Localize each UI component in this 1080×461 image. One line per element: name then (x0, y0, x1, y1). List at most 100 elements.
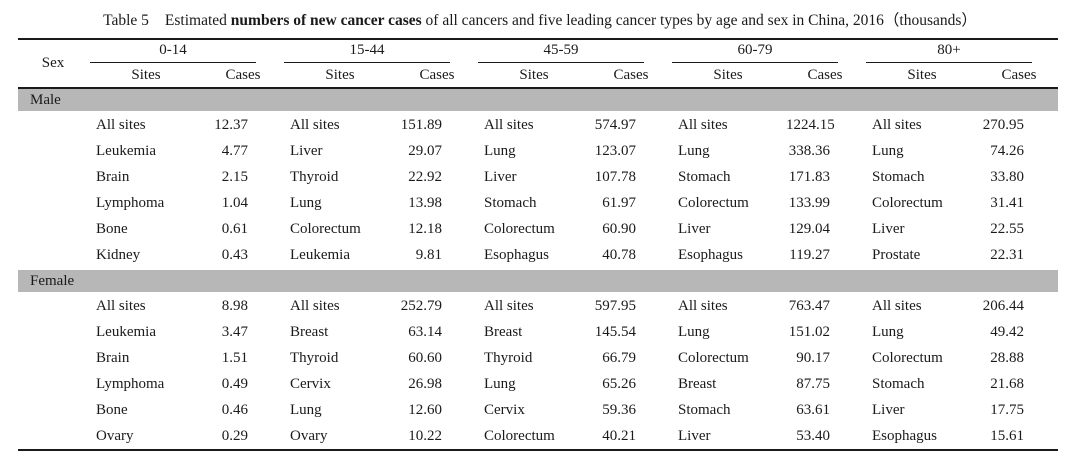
cases-cell: 206.44 (982, 297, 1024, 314)
table-row: Brain 1.51 Thyroid 60.60 Thyroid 66.79 Colorec… (18, 345, 1058, 371)
site-cell: Breast (484, 323, 523, 340)
site-cell: All sites (290, 297, 340, 314)
table-header: Sex 0-14 15-44 45-59 60-79 80+ Sites (18, 39, 1058, 89)
site-cell: All sites (484, 116, 534, 133)
site-cell: Stomach (872, 168, 925, 185)
age-group-label: 60-79 (672, 41, 838, 63)
cases-cell: 22.55 (990, 220, 1024, 237)
age-group-label: 15-44 (284, 41, 450, 63)
cases-cell: 28.88 (990, 349, 1024, 366)
cases-cell: 597.95 (594, 297, 636, 314)
site-cell: Ovary (290, 427, 328, 444)
site-cell: Liver (678, 220, 711, 237)
site-cell: Colorectum (872, 194, 943, 211)
table-row: Bone 0.61 Colorectum 12.18 Colorectum 60.90 Li… (18, 216, 1058, 242)
table-body: Male All sites 12.37 All sites 151.89 All sit… (18, 87, 1058, 450)
cases-header: Cases (398, 64, 476, 89)
title-text-bold: numbers of new cancer cases (230, 12, 422, 29)
site-cell: Lung (678, 323, 710, 340)
table-row: Ovary 0.29 Ovary 10.22 Colorectum 40.21 Liver 5… (18, 423, 1058, 450)
table-number-label: Table 5 (103, 12, 149, 29)
site-cell: Stomach (872, 375, 925, 392)
site-cell: Leukemia (96, 142, 156, 159)
cases-cell: 49.42 (990, 323, 1024, 340)
cases-cell: 29.07 (408, 142, 442, 159)
cases-cell: 107.78 (594, 168, 636, 185)
cases-cell: 133.99 (788, 194, 830, 211)
cases-header: Cases (980, 64, 1058, 89)
site-cell: Lung (872, 142, 904, 159)
site-cell: Colorectum (872, 349, 943, 366)
site-cell: Breast (290, 323, 329, 340)
cases-cell: 151.02 (788, 323, 830, 340)
site-cell: Leukemia (96, 323, 156, 340)
cases-cell: 763.47 (788, 297, 830, 314)
cases-cell: 66.79 (602, 349, 636, 366)
cases-cell: 10.22 (408, 427, 442, 444)
cases-cell: 63.14 (408, 323, 442, 340)
cases-cell: 145.54 (594, 323, 636, 340)
sex-spacer-cell (18, 371, 88, 397)
site-cell: Leukemia (290, 246, 350, 263)
section-label-male: Male (18, 87, 1058, 112)
cases-cell: 1.51 (221, 349, 248, 366)
table-row: Leukemia 4.77 Liver 29.07 Lung 123.07 Lung 338.… (18, 138, 1058, 164)
age-group-header-80plus: 80+ (864, 39, 1058, 64)
cases-cell: 3.47 (221, 323, 248, 340)
table-row: Lymphoma 1.04 Lung 13.98 Stomach 61.97 Colorec… (18, 190, 1058, 216)
site-cell: Colorectum (678, 349, 749, 366)
cases-cell: 17.75 (990, 401, 1024, 418)
cases-cell: 2.15 (221, 168, 248, 185)
site-cell: Stomach (678, 401, 731, 418)
site-cell: Esophagus (484, 246, 549, 263)
cases-cell: 12.18 (408, 220, 442, 237)
sites-header: Sites (282, 64, 398, 89)
site-cell: Colorectum (484, 427, 555, 444)
site-cell: Bone (96, 220, 128, 237)
cases-cell: 33.80 (990, 168, 1024, 185)
cases-cell: 0.46 (221, 401, 248, 418)
site-cell: All sites (678, 116, 728, 133)
section-label-female: Female (18, 268, 1058, 293)
subheader-row: Sites Cases Sites Cases Sites Cases Site… (18, 64, 1058, 89)
site-cell: Liver (678, 427, 711, 444)
cases-cell: 60.90 (602, 220, 636, 237)
sites-header: Sites (88, 64, 204, 89)
cases-cell: 0.61 (221, 220, 248, 237)
cases-cell: 252.79 (400, 297, 442, 314)
sex-spacer-cell (18, 112, 88, 139)
cases-cell: 0.49 (221, 375, 248, 392)
cases-cell: 13.98 (408, 194, 442, 211)
cases-cell: 87.75 (796, 375, 830, 392)
site-cell: All sites (96, 297, 146, 314)
site-cell: All sites (96, 116, 146, 133)
site-cell: Breast (678, 375, 717, 392)
table-row: Brain 2.15 Thyroid 22.92 Liver 107.78 Stomach 1… (18, 164, 1058, 190)
site-cell: Brain (96, 349, 130, 366)
sites-header: Sites (864, 64, 980, 89)
site-cell: Thyroid (290, 349, 339, 366)
site-cell: Thyroid (484, 349, 533, 366)
cases-cell: 338.36 (788, 142, 830, 159)
age-group-label: 0-14 (90, 41, 256, 63)
table-row: Kidney 0.43 Leukemia 9.81 Esophagus 40.78 Esop… (18, 242, 1058, 269)
cases-cell: 12.37 (214, 116, 248, 133)
cases-cell: 40.78 (602, 246, 636, 263)
site-cell: Liver (872, 220, 905, 237)
cases-cell: 15.61 (990, 427, 1024, 444)
table-row: Bone 0.46 Lung 12.60 Cervix 59.36 Stomach 63.61… (18, 397, 1058, 423)
cases-header: Cases (786, 64, 864, 89)
site-cell: Liver (290, 142, 323, 159)
cases-cell: 1224.15 (786, 116, 835, 133)
cases-cell: 31.41 (990, 194, 1024, 211)
site-cell: Colorectum (678, 194, 749, 211)
cases-cell: 0.29 (221, 427, 248, 444)
cases-cell: 59.36 (602, 401, 636, 418)
sex-spacer-cell (18, 397, 88, 423)
cases-cell: 171.83 (788, 168, 830, 185)
cases-cell: 151.89 (400, 116, 442, 133)
sex-spacer-cell (18, 319, 88, 345)
table-row: Leukemia 3.47 Breast 63.14 Breast 145.54 Lung 1… (18, 319, 1058, 345)
site-cell: All sites (484, 297, 534, 314)
cases-cell: 65.26 (602, 375, 636, 392)
